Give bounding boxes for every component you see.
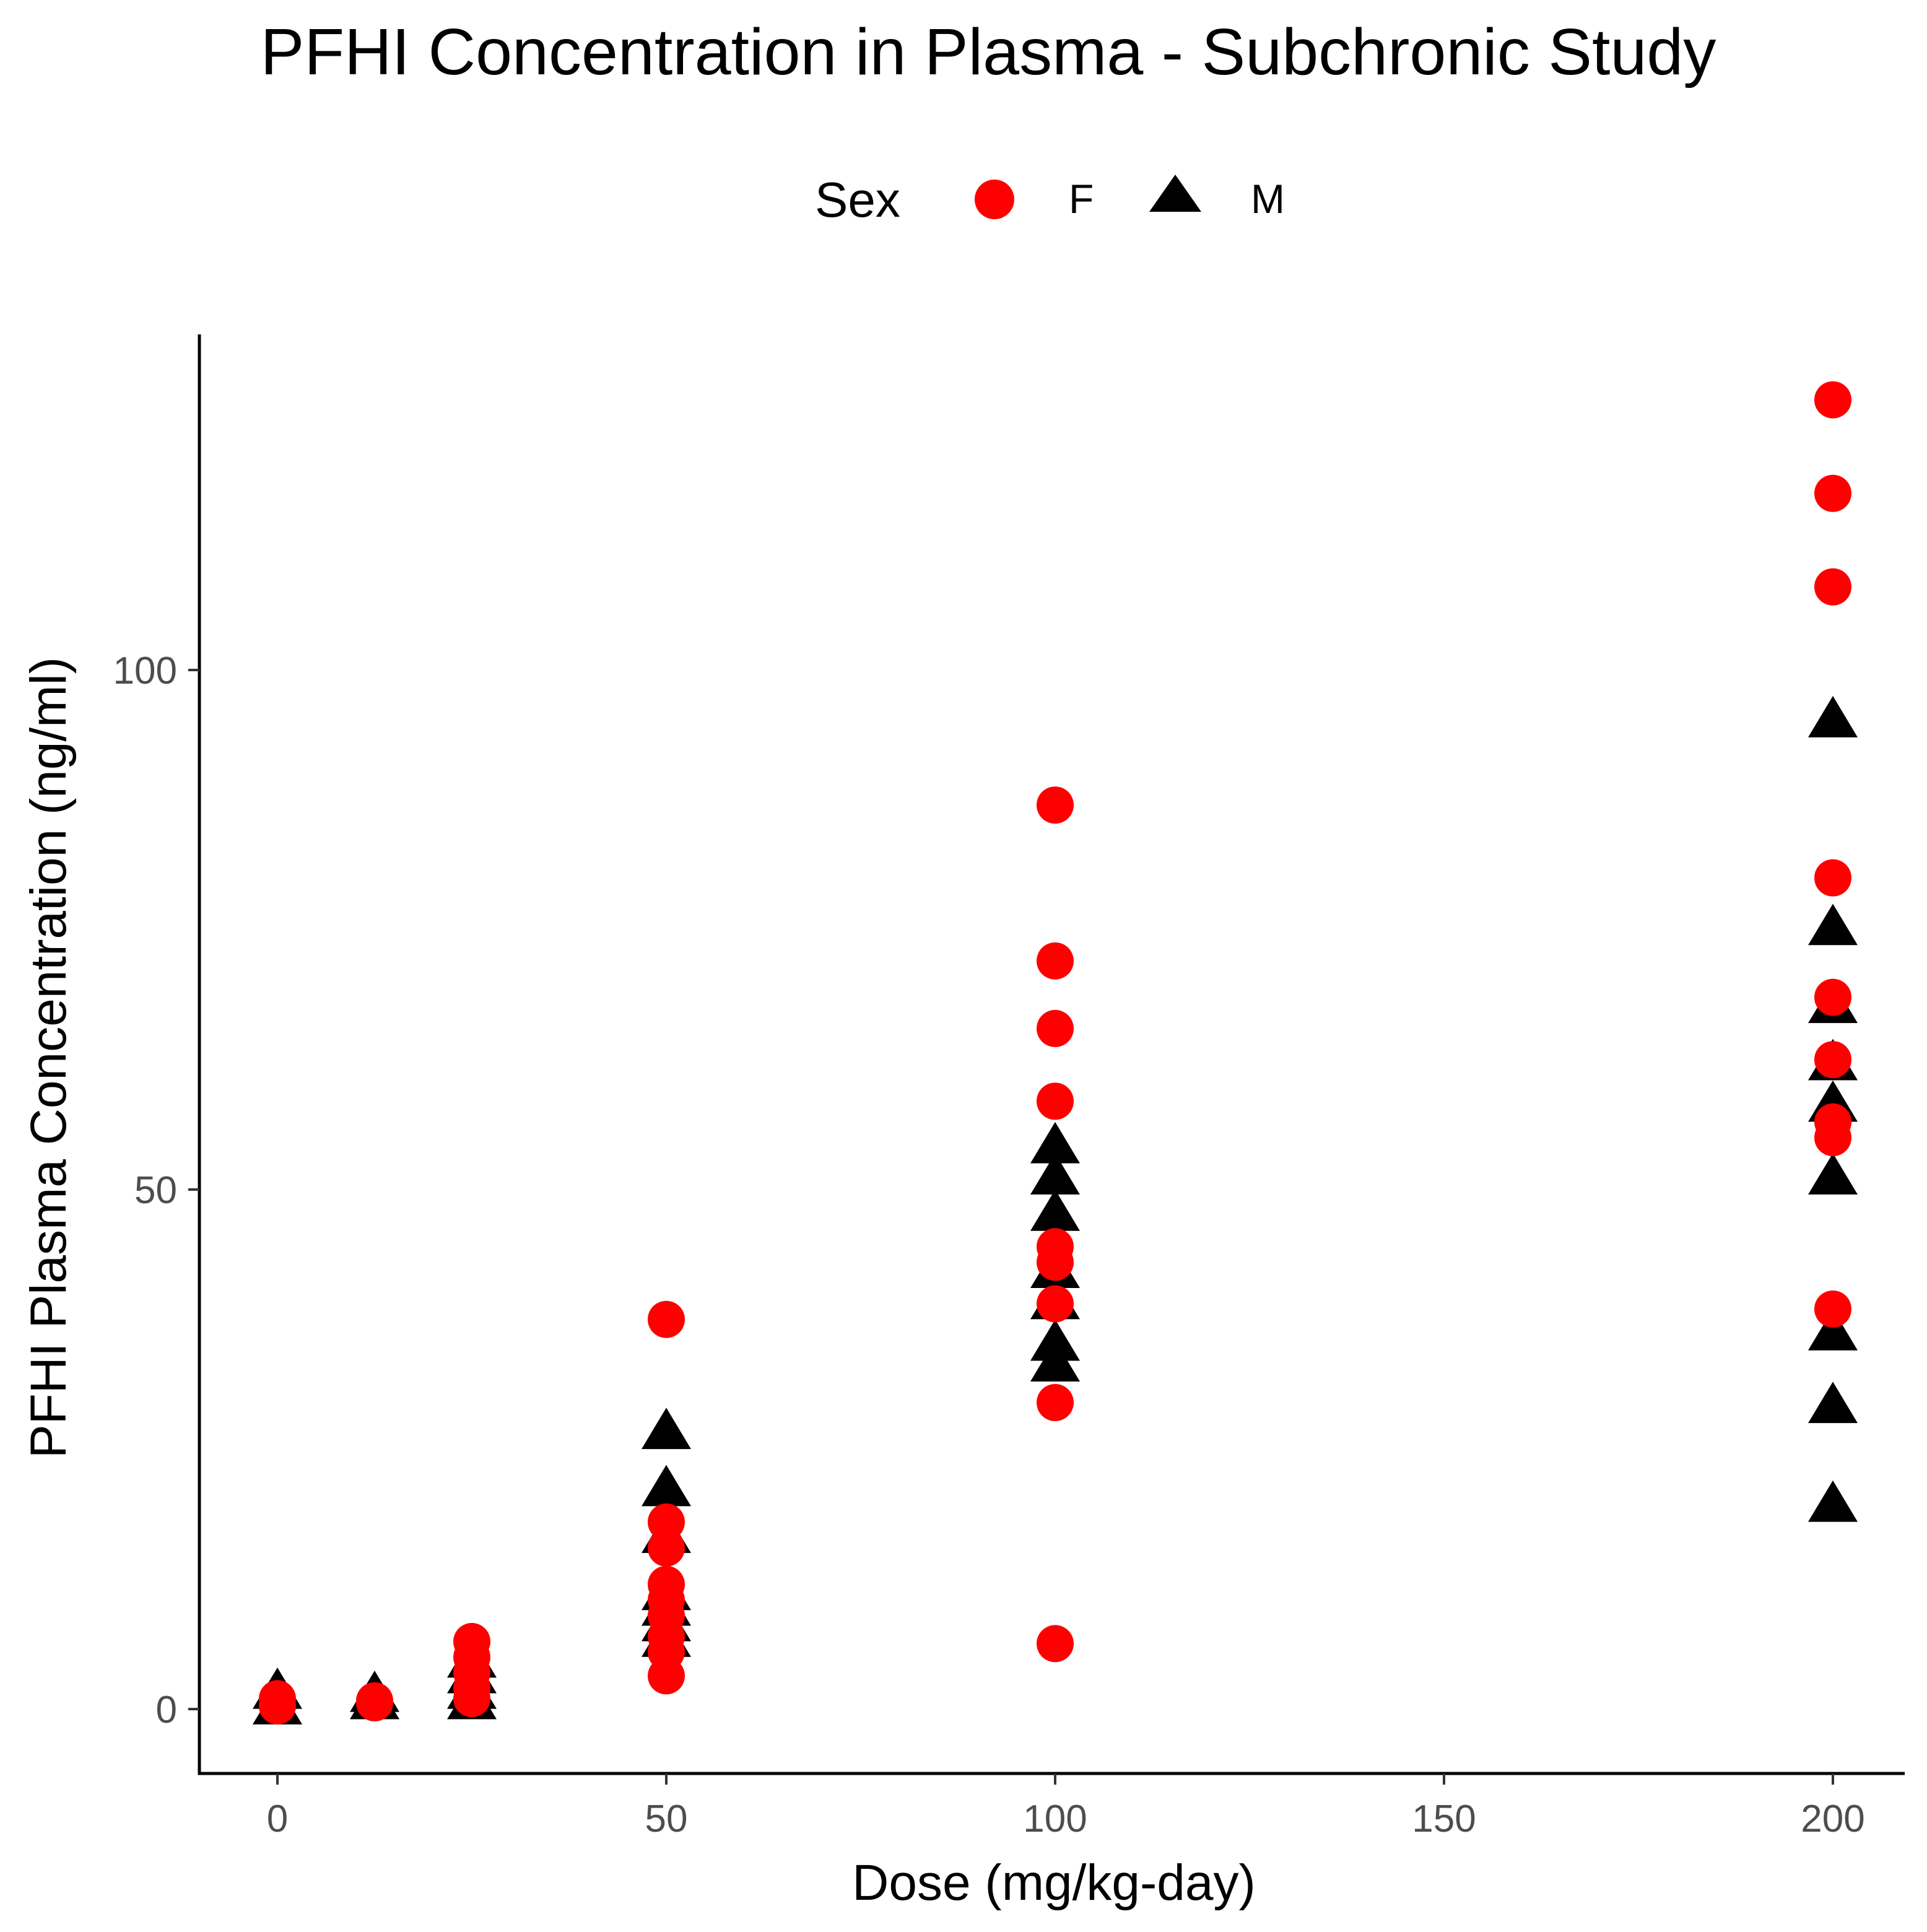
- data-points: [253, 381, 1858, 1725]
- point-m: [1808, 903, 1858, 946]
- point-f: [453, 1680, 490, 1718]
- point-f: [1037, 1243, 1074, 1281]
- plot-panel: 0 50 100 0 50 100 150 200: [113, 334, 1905, 1840]
- point-m: [642, 1464, 691, 1507]
- y-tick-label: 0: [156, 1689, 177, 1731]
- legend-title: Sex: [815, 172, 900, 227]
- point-f: [1814, 1290, 1851, 1328]
- point-f: [1037, 1009, 1074, 1047]
- point-f: [1814, 1041, 1851, 1079]
- point-f: [1037, 1625, 1074, 1663]
- point-m: [1030, 1319, 1080, 1361]
- legend-label-m: M: [1251, 176, 1285, 222]
- x-tick-label: 150: [1412, 1798, 1476, 1840]
- legend: Sex F M: [815, 172, 1285, 227]
- point-f: [1814, 1119, 1851, 1157]
- point-m: [1030, 1121, 1080, 1164]
- x-tick-label: 200: [1801, 1798, 1864, 1840]
- legend-label-f: F: [1069, 176, 1094, 222]
- y-ticks: 0 50 100: [113, 650, 199, 1731]
- point-f: [1037, 942, 1074, 980]
- point-f: [648, 1657, 685, 1695]
- point-m: [1808, 1480, 1858, 1522]
- point-m: [1808, 1308, 1858, 1351]
- x-tick-label: 100: [1023, 1798, 1087, 1840]
- point-f: [1814, 978, 1851, 1016]
- y-tick-label: 50: [134, 1169, 177, 1212]
- point-m: [1030, 1340, 1080, 1382]
- point-f: [648, 1503, 685, 1541]
- point-f: [1037, 1285, 1074, 1323]
- legend-marker-m: [1149, 175, 1201, 212]
- point-f: [648, 1300, 685, 1338]
- point-f: [356, 1684, 393, 1721]
- point-f: [1814, 474, 1851, 512]
- point-m: [1808, 695, 1858, 738]
- point-f: [1814, 859, 1851, 897]
- x-ticks: 0 50 100 150 200: [267, 1773, 1865, 1840]
- point-m: [1808, 1382, 1858, 1424]
- point-f: [1037, 1082, 1074, 1120]
- point-m: [1030, 1189, 1080, 1231]
- y-tick-label: 100: [113, 650, 177, 692]
- point-f: [259, 1687, 296, 1725]
- x-tick-label: 0: [267, 1798, 288, 1840]
- point-f: [1037, 786, 1074, 824]
- point-f: [648, 1529, 685, 1567]
- legend-marker-f: [975, 180, 1014, 219]
- point-f: [1037, 1383, 1074, 1421]
- point-f: [1814, 568, 1851, 606]
- point-m: [642, 1408, 691, 1450]
- x-axis-title: Dose (mg/kg-day): [852, 1855, 1256, 1911]
- point-m: [1808, 1153, 1858, 1195]
- y-axis-title: PFHI Plasma Concentration (ng/ml): [20, 657, 77, 1458]
- point-f: [1814, 381, 1851, 419]
- point-m: [1030, 1153, 1080, 1195]
- x-tick-label: 50: [645, 1798, 688, 1840]
- chart-title: PFHI Concentration in Plasma - Subchroni…: [261, 15, 1716, 89]
